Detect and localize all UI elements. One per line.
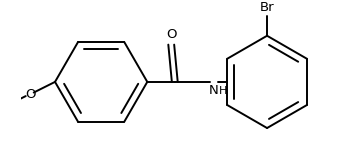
Text: O: O — [25, 88, 35, 101]
Text: H: H — [219, 86, 227, 96]
Text: N: N — [209, 84, 219, 97]
Text: Br: Br — [260, 1, 274, 14]
Text: O: O — [166, 28, 177, 41]
